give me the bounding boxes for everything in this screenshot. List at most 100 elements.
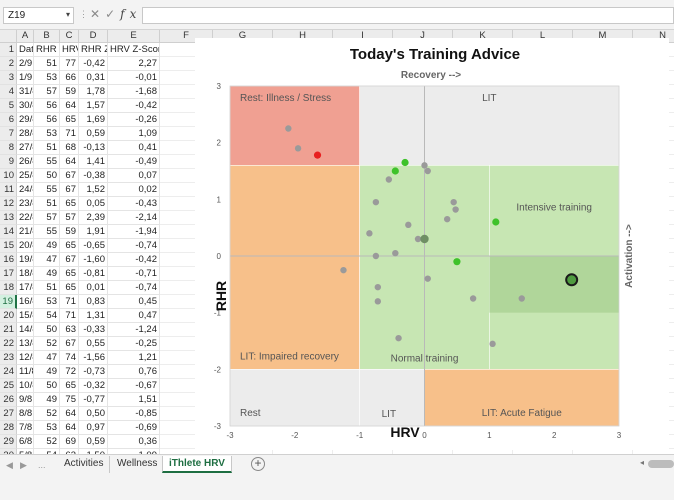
row-header[interactable]: 11 [0,183,17,197]
table-cell[interactable]: 75 [60,393,79,407]
empty-cell[interactable] [393,449,453,454]
row-header[interactable]: 16 [0,253,17,267]
next-sheet-icon[interactable]: ▶ [20,460,27,470]
table-header-cell[interactable]: Date [17,43,34,57]
table-cell[interactable]: 6/8 [17,435,34,449]
table-cell[interactable]: 25/8 [17,169,34,183]
empty-cell[interactable] [453,449,513,454]
table-cell[interactable]: -1,68 [108,85,160,99]
empty-cell[interactable] [213,449,273,454]
table-cell[interactable]: 0,07 [108,169,160,183]
table-cell[interactable]: 1,21 [108,351,160,365]
row-header[interactable]: 2 [0,57,17,71]
table-cell[interactable]: -0,01 [108,71,160,85]
row-header[interactable]: 28 [0,421,17,435]
table-cell[interactable]: 65 [60,379,79,393]
table-cell[interactable]: 53 [34,295,60,309]
table-cell[interactable]: 52 [34,337,60,351]
table-cell[interactable]: 1,41 [79,155,108,169]
column-header[interactable]: C [60,30,79,43]
add-sheet-button[interactable]: + [251,457,265,471]
table-cell[interactable]: 0,76 [108,365,160,379]
table-cell[interactable]: -0,85 [108,407,160,421]
row-header[interactable]: 23 [0,351,17,365]
table-cell[interactable]: 26/8 [17,155,34,169]
table-cell[interactable]: 1,78 [79,85,108,99]
table-cell[interactable]: 47 [34,351,60,365]
table-cell[interactable]: 18/8 [17,267,34,281]
table-cell[interactable]: 51 [34,141,60,155]
row-header[interactable]: 8 [0,141,17,155]
tab-ithlete-hrv[interactable]: iThlete HRV [162,456,232,473]
table-cell[interactable]: 55 [34,225,60,239]
table-cell[interactable]: 53 [34,127,60,141]
table-cell[interactable]: 0,36 [108,435,160,449]
table-cell[interactable]: 49 [34,393,60,407]
table-cell[interactable]: 0,59 [79,435,108,449]
table-cell[interactable]: 2/9 [17,57,34,71]
column-header[interactable]: E [108,30,160,43]
table-header-cell[interactable]: HRV Z-Score [108,43,160,57]
empty-cell[interactable] [333,449,393,454]
table-cell[interactable]: 17/8 [17,281,34,295]
table-cell[interactable]: -0,74 [108,281,160,295]
table-cell[interactable]: 15/8 [17,309,34,323]
table-cell[interactable]: 28/8 [17,127,34,141]
table-cell[interactable]: 1,50 [79,449,108,454]
table-cell[interactable]: 72 [60,365,79,379]
insert-function-icon[interactable]: fx [120,7,142,21]
table-cell[interactable]: -0,42 [79,57,108,71]
row-header[interactable]: 20 [0,309,17,323]
empty-cell[interactable] [573,449,633,454]
table-cell[interactable]: -0,13 [79,141,108,155]
table-cell[interactable]: 65 [60,281,79,295]
table-header-cell[interactable]: HRV [60,43,79,57]
select-all-corner[interactable] [0,30,17,43]
table-cell[interactable]: -0,38 [79,169,108,183]
table-cell[interactable]: -0,71 [108,267,160,281]
table-cell[interactable]: 67 [60,253,79,267]
table-cell[interactable]: 52 [34,435,60,449]
prev-sheet-icon[interactable]: ◀ [6,460,13,470]
table-cell[interactable]: 0,59 [79,127,108,141]
table-cell[interactable]: -1,60 [79,253,108,267]
table-cell[interactable]: 0,83 [79,295,108,309]
table-cell[interactable]: 51 [34,197,60,211]
table-cell[interactable]: 55 [34,183,60,197]
table-cell[interactable]: 11/8 [17,365,34,379]
table-cell[interactable]: 1,69 [79,113,108,127]
table-cell[interactable]: -0,65 [79,239,108,253]
table-header-cell[interactable]: RHR [34,43,60,57]
table-cell[interactable]: 1,09 [108,127,160,141]
table-cell[interactable]: 1,51 [108,393,160,407]
table-cell[interactable]: -1,24 [108,323,160,337]
table-cell[interactable]: 51 [34,281,60,295]
row-header[interactable]: 30 [0,449,17,454]
table-cell[interactable]: 53 [34,71,60,85]
table-cell[interactable]: 67 [60,337,79,351]
table-cell[interactable]: 66 [60,71,79,85]
row-header[interactable]: 18 [0,281,17,295]
table-cell[interactable]: 55 [34,155,60,169]
table-cell[interactable]: -0,74 [108,239,160,253]
table-cell[interactable]: 50 [34,323,60,337]
table-cell[interactable]: -0,43 [108,197,160,211]
table-cell[interactable]: 69 [60,435,79,449]
table-cell[interactable]: 47 [34,253,60,267]
scroll-left-icon[interactable]: ◂ [640,458,645,467]
table-cell[interactable]: 0,45 [108,295,160,309]
table-cell[interactable]: 23/8 [17,197,34,211]
table-cell[interactable]: 14/8 [17,323,34,337]
table-cell[interactable]: -0,67 [108,379,160,393]
table-cell[interactable]: 19/8 [17,253,34,267]
table-cell[interactable]: 2,39 [79,211,108,225]
table-cell[interactable]: 67 [60,169,79,183]
table-cell[interactable]: 52 [34,407,60,421]
table-cell[interactable]: 0,41 [108,141,160,155]
table-header-cell[interactable]: RHR Z-Score [79,43,108,57]
table-cell[interactable]: 71 [60,295,79,309]
table-cell[interactable]: 2,27 [108,57,160,71]
row-header[interactable]: 6 [0,113,17,127]
table-cell[interactable]: 53 [34,421,60,435]
horizontal-scrollbar[interactable] [648,460,674,468]
